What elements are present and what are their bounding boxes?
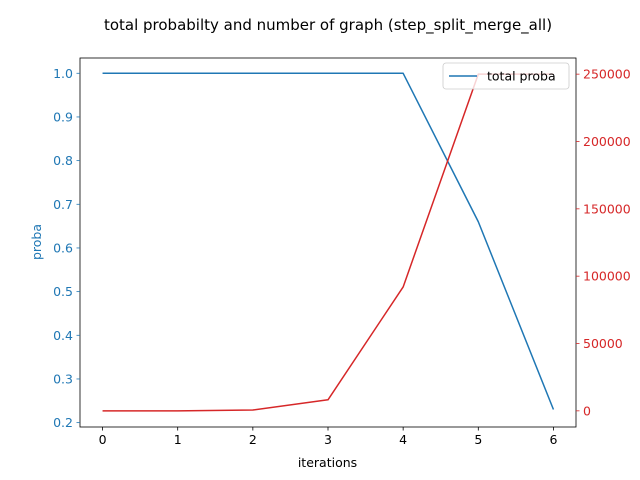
y-tick-label: 0.3 (53, 371, 73, 386)
y2-tick-label: 150000 (583, 201, 631, 216)
legend-label: total proba (487, 69, 556, 84)
x-tick-label: 2 (249, 432, 257, 447)
y-tick-label: 1.0 (53, 66, 73, 81)
y2-tick-label: 250000 (583, 67, 631, 82)
y-tick-label: 0.4 (53, 328, 73, 343)
x-tick-label: 6 (549, 432, 557, 447)
x-axis-label: iterations (298, 455, 357, 470)
y-tick-label: 0.6 (53, 240, 73, 255)
legend-box (442, 62, 570, 90)
y-tick-label: 0.9 (53, 109, 73, 124)
x-tick-label: 0 (99, 432, 107, 447)
y2-tick-label: 50000 (583, 336, 623, 351)
y-tick-label: 0.2 (53, 415, 73, 430)
x-tick-label: 3 (324, 432, 332, 447)
y-axis-label: proba (29, 224, 44, 260)
y2-tick-label: 0 (583, 403, 591, 418)
y2-tick-label: 100000 (583, 269, 631, 284)
y-tick-label: 0.5 (53, 284, 73, 299)
x-tick-label: 5 (474, 432, 482, 447)
x-tick-label: 4 (399, 432, 407, 447)
y2-tick-label: 200000 (583, 134, 631, 149)
y-tick-label: 0.8 (53, 153, 73, 168)
x-tick-label: 1 (174, 432, 182, 447)
plot-area: 0 1 2 3 4 5 6 0.2 0.3 0.4 0.5 0.6 0.7 0.8 0.9 1.0 0 50000… (53, 57, 631, 447)
y-tick-label: 0.7 (53, 197, 73, 212)
chart-title: total probabilty and number of graph (st… (104, 16, 552, 35)
plot-frame (79, 57, 577, 428)
series-line-left-0 (102, 72, 555, 410)
